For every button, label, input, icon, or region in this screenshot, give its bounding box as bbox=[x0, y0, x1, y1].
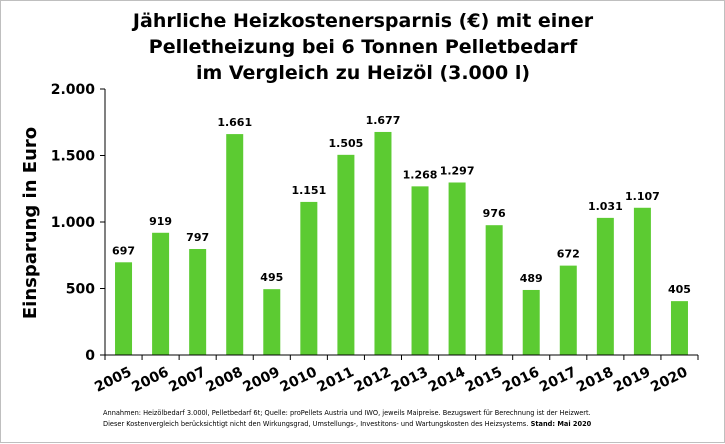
bar-2010 bbox=[300, 201, 318, 355]
x-tick-label-2009: 2009 bbox=[240, 364, 282, 395]
x-tick-label-2008: 2008 bbox=[203, 364, 245, 395]
x-tick-label-2007: 2007 bbox=[166, 364, 208, 395]
data-label-2018: 1.031 bbox=[588, 200, 623, 213]
footnote-line-2-text: Dieser Kostenvergleich berücksichtigt ni… bbox=[103, 420, 528, 428]
x-tick-label-2019: 2019 bbox=[611, 364, 653, 395]
chart-title-line-1: Jährliche Heizkostenersparnis (€) mit ei… bbox=[131, 10, 594, 32]
chart-title-line-2: Pelletheizung bei 6 Tonnen Pelletbedarf bbox=[149, 36, 578, 58]
data-label-2009: 495 bbox=[260, 271, 283, 284]
bar-2011 bbox=[337, 154, 355, 355]
bar-2013 bbox=[411, 186, 429, 355]
bar-2009 bbox=[263, 289, 281, 355]
x-tick-label-2015: 2015 bbox=[463, 364, 505, 395]
x-tick-label-2013: 2013 bbox=[389, 364, 431, 395]
y-tick-label: 1.500 bbox=[51, 149, 96, 165]
bar-2020 bbox=[670, 301, 688, 355]
bar-2017 bbox=[559, 265, 577, 355]
bar-2012 bbox=[374, 131, 392, 355]
bar-2019 bbox=[633, 207, 651, 355]
x-tick-label-2010: 2010 bbox=[278, 364, 320, 396]
x-tick-label-2005: 2005 bbox=[92, 364, 134, 395]
y-tick-label: 500 bbox=[66, 282, 95, 298]
y-tick-label: 2.000 bbox=[51, 82, 96, 98]
y-axis-label: Einsparung in Euro bbox=[20, 127, 41, 319]
footnote-line-2: Dieser Kostenvergleich berücksichtigt ni… bbox=[103, 420, 592, 428]
data-label-2016: 489 bbox=[520, 272, 543, 285]
data-label-2015: 976 bbox=[483, 207, 506, 220]
y-tick-label: 1.000 bbox=[51, 215, 96, 231]
data-label-2005: 697 bbox=[112, 244, 135, 257]
x-tick-label-2017: 2017 bbox=[537, 364, 579, 395]
data-label-2006: 919 bbox=[149, 215, 172, 228]
y-tick-label: 0 bbox=[85, 348, 95, 364]
bar-2007 bbox=[189, 248, 207, 355]
x-tick-label-2020: 2020 bbox=[648, 364, 690, 396]
x-tick-label-2011: 2011 bbox=[315, 364, 357, 395]
data-label-2014: 1.297 bbox=[440, 164, 475, 177]
x-tick-label-2006: 2006 bbox=[129, 364, 171, 395]
data-label-2008: 1.661 bbox=[217, 116, 252, 129]
bar-2008 bbox=[226, 134, 244, 355]
x-tick-label-2014: 2014 bbox=[426, 364, 468, 396]
data-label-2013: 1.268 bbox=[403, 168, 438, 181]
bar-2016 bbox=[522, 289, 540, 355]
bar-2015 bbox=[485, 225, 503, 355]
bar-2006 bbox=[152, 232, 170, 355]
data-label-2007: 797 bbox=[186, 231, 209, 244]
x-tick-label-2018: 2018 bbox=[574, 364, 616, 395]
x-tick-label-2012: 2012 bbox=[352, 364, 394, 395]
footnote-date: Stand: Mai 2020 bbox=[528, 420, 591, 428]
bar-2005 bbox=[115, 262, 133, 355]
data-label-2019: 1.107 bbox=[625, 190, 660, 203]
y-axis: 0 500 1.000 1.500 2.000 bbox=[51, 82, 106, 364]
data-label-2012: 1.677 bbox=[366, 114, 401, 127]
bar-2014 bbox=[448, 182, 466, 355]
data-label-2011: 1.505 bbox=[329, 137, 364, 150]
data-label-2010: 1.151 bbox=[291, 184, 326, 197]
chart-title-line-3: im Vergleich zu Heizöl (3.000 l) bbox=[196, 62, 530, 84]
bar-2018 bbox=[596, 217, 614, 355]
x-axis: 2005200620072008200920102011201220132014… bbox=[92, 354, 699, 396]
x-tick-label-2016: 2016 bbox=[500, 364, 542, 395]
footnote-line-1: Annahmen: Heizölbedarf 3.000l, Pelletbed… bbox=[103, 409, 591, 417]
data-label-2017: 672 bbox=[557, 248, 580, 261]
data-label-2020: 405 bbox=[668, 283, 691, 296]
